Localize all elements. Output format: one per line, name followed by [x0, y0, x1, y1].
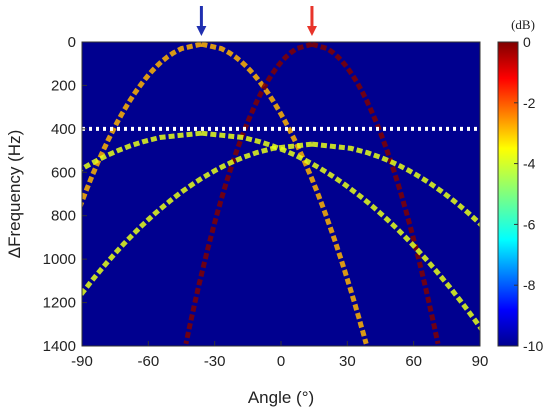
- heatmap-branch: [82, 141, 313, 298]
- axis-ticks: -90 -60 -30 0 30 60 90 0 200 400 600 800 1000 1200 140…: [43, 34, 489, 370]
- y-tick-label: 1000: [43, 251, 76, 268]
- y-axis-title: ΔFrequency (Hz): [5, 130, 24, 259]
- heatmap-features: [82, 42, 480, 345]
- direction-arrow-icon: [196, 6, 207, 36]
- plot-background: [82, 42, 480, 346]
- heatmap-branch: [201, 130, 480, 332]
- x-tick-label: -60: [137, 353, 159, 370]
- colorbar: [497, 41, 519, 347]
- colorbar-tick-label: -6: [523, 216, 536, 232]
- direction-arrow-icon: [306, 6, 317, 36]
- y-tick-label: 400: [51, 121, 76, 138]
- heatmap-branch: [183, 42, 313, 345]
- y-tick-label: 1200: [43, 295, 76, 312]
- heatmap-branch: [311, 42, 441, 345]
- y-tick-label: 200: [51, 77, 76, 94]
- direction-markers: [196, 6, 317, 36]
- y-tick-label: 1400: [43, 338, 76, 355]
- colorbar-unit: (dB): [511, 17, 535, 32]
- colorbar-tick-label: -4: [523, 156, 536, 172]
- x-tick-label: 0: [277, 353, 285, 370]
- x-tick-label: 30: [339, 353, 356, 370]
- x-axis-title: Angle (°): [248, 388, 314, 407]
- x-tick-label: 60: [405, 353, 422, 370]
- colorbar-ticks: 0 -2 -4 -6 -8 -10: [514, 34, 543, 354]
- x-tick-label: -30: [204, 353, 226, 370]
- x-tick-label: -90: [71, 353, 93, 370]
- y-tick-label: 0: [68, 34, 76, 51]
- heatmap-branch: [82, 42, 202, 209]
- colorbar-tick-label: -10: [523, 338, 543, 354]
- colorbar-tick-label: 0: [523, 34, 531, 50]
- x-tick-label: 90: [472, 353, 489, 370]
- colorbar-tick-label: -2: [523, 95, 536, 111]
- y-tick-label: 800: [51, 208, 76, 225]
- y-tick-label: 600: [51, 164, 76, 181]
- heatmap-branch: [200, 42, 369, 345]
- colorbar-tick-label: -8: [523, 277, 536, 293]
